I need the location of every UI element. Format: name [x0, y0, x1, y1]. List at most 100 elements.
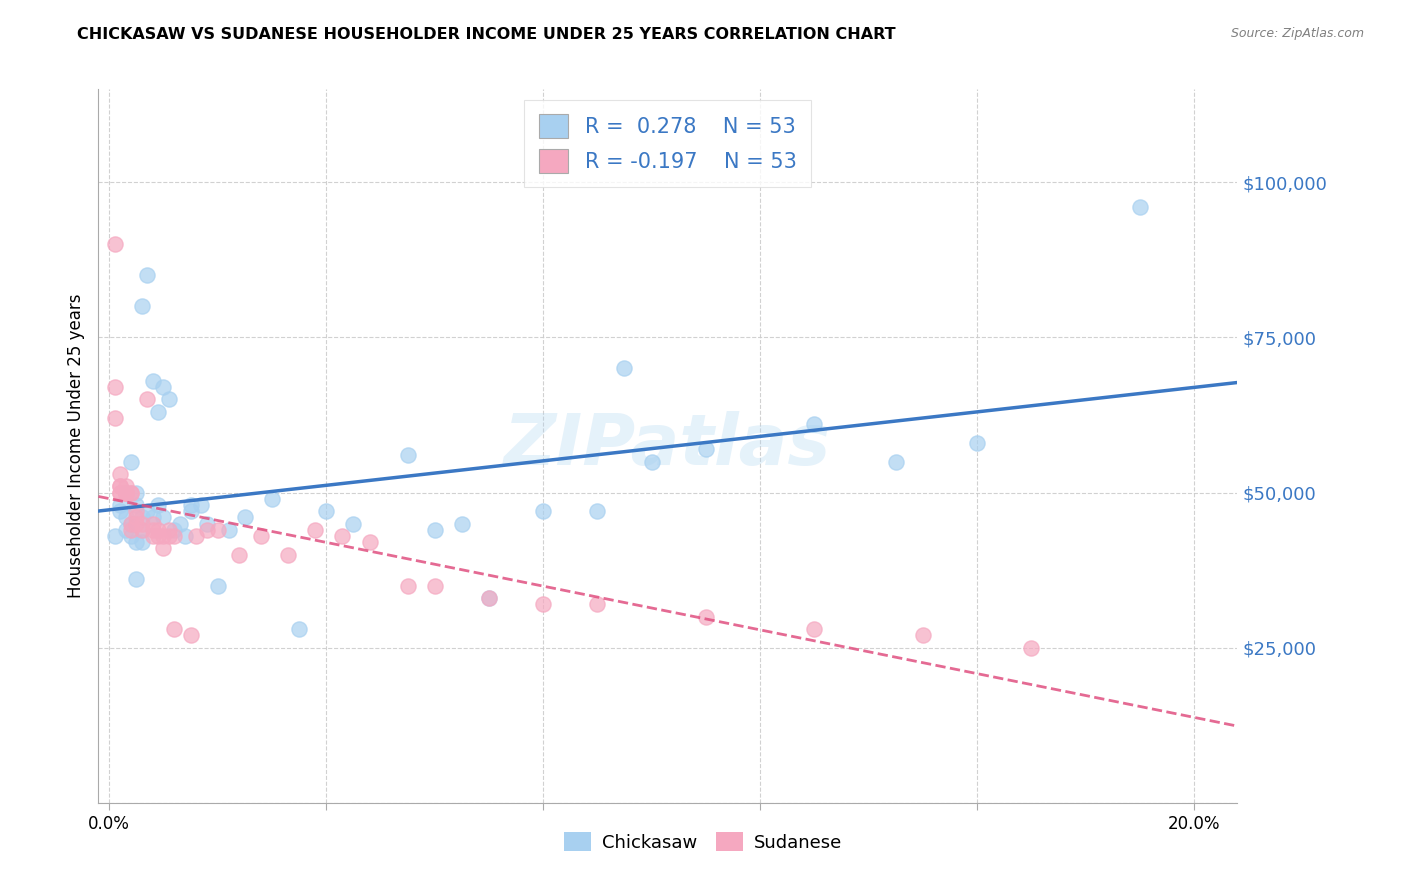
- Point: [157, 523, 180, 537]
- Point: [152, 529, 174, 543]
- Point: [803, 622, 825, 636]
- Point: [884, 454, 907, 468]
- Point: [207, 523, 229, 537]
- Point: [478, 591, 501, 605]
- Point: [207, 579, 229, 593]
- Legend: R =  0.278    N = 53, R = -0.197    N = 53: R = 0.278 N = 53, R = -0.197 N = 53: [524, 100, 811, 187]
- Point: [142, 510, 165, 524]
- Point: [142, 516, 165, 531]
- Point: [125, 535, 148, 549]
- Text: ZIPatlas: ZIPatlas: [505, 411, 831, 481]
- Point: [104, 529, 127, 543]
- Point: [1019, 640, 1042, 655]
- Point: [180, 498, 202, 512]
- Point: [640, 454, 662, 468]
- Point: [531, 597, 554, 611]
- Point: [114, 479, 136, 493]
- Point: [695, 442, 717, 456]
- Point: [142, 523, 165, 537]
- Point: [136, 268, 159, 283]
- Point: [125, 498, 148, 512]
- Point: [136, 392, 159, 407]
- Point: [250, 529, 273, 543]
- Point: [152, 380, 174, 394]
- Point: [146, 405, 169, 419]
- Point: [695, 609, 717, 624]
- Point: [114, 485, 136, 500]
- Point: [131, 299, 153, 313]
- Text: CHICKASAW VS SUDANESE HOUSEHOLDER INCOME UNDER 25 YEARS CORRELATION CHART: CHICKASAW VS SUDANESE HOUSEHOLDER INCOME…: [77, 27, 896, 42]
- Point: [142, 374, 165, 388]
- Point: [184, 529, 207, 543]
- Point: [114, 485, 136, 500]
- Y-axis label: Householder Income Under 25 years: Householder Income Under 25 years: [66, 293, 84, 599]
- Point: [342, 516, 364, 531]
- Point: [114, 523, 136, 537]
- Point: [136, 504, 159, 518]
- Point: [104, 380, 127, 394]
- Point: [114, 485, 136, 500]
- Point: [108, 479, 131, 493]
- Point: [966, 436, 988, 450]
- Point: [288, 622, 311, 636]
- Point: [125, 485, 148, 500]
- Point: [104, 411, 127, 425]
- Point: [304, 523, 326, 537]
- Point: [260, 491, 283, 506]
- Point: [180, 628, 202, 642]
- Point: [114, 485, 136, 500]
- Point: [396, 448, 419, 462]
- Point: [108, 467, 131, 481]
- Point: [233, 510, 256, 524]
- Point: [131, 523, 153, 537]
- Point: [108, 485, 131, 500]
- Point: [120, 529, 142, 543]
- Point: [120, 516, 142, 531]
- Point: [586, 504, 609, 518]
- Point: [396, 579, 419, 593]
- Point: [190, 498, 212, 512]
- Point: [120, 523, 142, 537]
- Point: [531, 504, 554, 518]
- Point: [131, 523, 153, 537]
- Point: [218, 523, 240, 537]
- Point: [157, 529, 180, 543]
- Point: [180, 504, 202, 518]
- Point: [163, 622, 186, 636]
- Point: [359, 535, 381, 549]
- Point: [131, 535, 153, 549]
- Point: [120, 516, 142, 531]
- Point: [157, 392, 180, 407]
- Point: [911, 628, 934, 642]
- Point: [478, 591, 501, 605]
- Point: [277, 548, 299, 562]
- Point: [613, 361, 636, 376]
- Point: [131, 510, 153, 524]
- Point: [146, 529, 169, 543]
- Point: [586, 597, 609, 611]
- Point: [152, 541, 174, 556]
- Point: [114, 510, 136, 524]
- Point: [450, 516, 472, 531]
- Point: [1129, 200, 1152, 214]
- Point: [108, 504, 131, 518]
- Point: [332, 529, 354, 543]
- Point: [125, 573, 148, 587]
- Point: [152, 510, 174, 524]
- Point: [315, 504, 337, 518]
- Point: [108, 485, 131, 500]
- Legend: Chickasaw, Sudanese: Chickasaw, Sudanese: [555, 823, 851, 861]
- Point: [195, 523, 218, 537]
- Point: [131, 516, 153, 531]
- Point: [146, 523, 169, 537]
- Point: [120, 485, 142, 500]
- Point: [195, 516, 218, 531]
- Point: [104, 237, 127, 252]
- Point: [169, 516, 191, 531]
- Point: [163, 529, 186, 543]
- Point: [108, 479, 131, 493]
- Point: [108, 498, 131, 512]
- Text: Source: ZipAtlas.com: Source: ZipAtlas.com: [1230, 27, 1364, 40]
- Point: [120, 485, 142, 500]
- Point: [125, 516, 148, 531]
